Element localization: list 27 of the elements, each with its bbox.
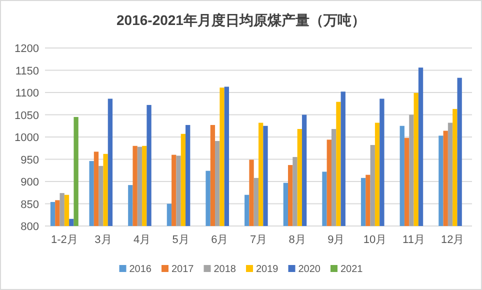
x-tick-label: 10月 (363, 234, 387, 246)
x-tick-label: 7月 (250, 234, 268, 246)
x-tick-label: 5月 (172, 234, 190, 246)
legend-label: 2018 (214, 264, 236, 275)
x-tick-label: 9月 (328, 234, 345, 246)
y-tick-label: 800 (20, 221, 39, 233)
legend-label: 2020 (298, 264, 321, 275)
legend-label: 2017 (172, 264, 194, 275)
y-tick-label: 900 (20, 176, 39, 188)
x-tick-label: 11月 (402, 234, 425, 246)
legend-label: 2019 (256, 264, 279, 275)
legend-label: 2016 (129, 264, 152, 275)
y-tick-label: 1050 (14, 110, 39, 122)
x-tick-label: 12月 (440, 234, 464, 246)
x-tick-label: 4月 (133, 234, 151, 246)
legend-label: 2021 (340, 264, 364, 275)
chart-title: 2016-2021年月度日均原煤产量（万吨） (116, 12, 366, 28)
x-tick-label: 3月 (94, 234, 112, 246)
y-tick-label: 950 (20, 154, 39, 166)
y-tick-label: 1000 (14, 132, 39, 144)
y-tick-label: 850 (20, 198, 39, 211)
y-tick-label: 1150 (15, 65, 39, 78)
x-tick-label: 8月 (288, 234, 306, 246)
x-tick-label: 6月 (211, 234, 228, 246)
y-tick-label: 1200 (14, 43, 39, 55)
y-tick-label: 1100 (15, 88, 39, 100)
x-tick-label: 1-2月 (50, 234, 78, 246)
